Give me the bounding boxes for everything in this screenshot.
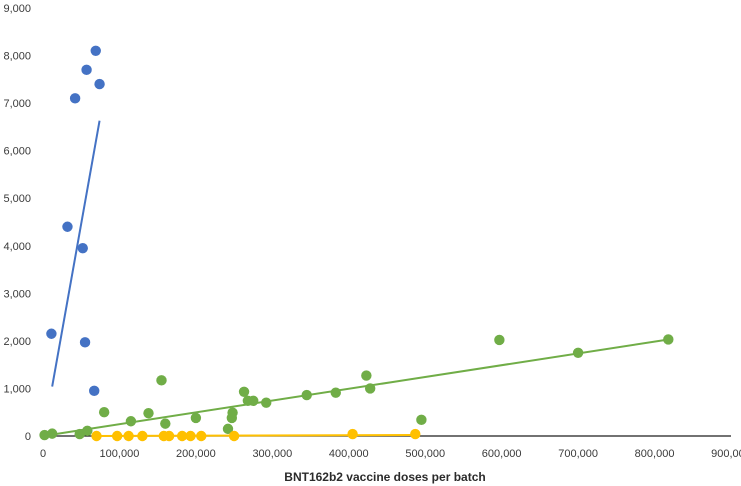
data-point xyxy=(663,334,674,345)
data-point xyxy=(301,389,312,401)
y-tick-label: 7,000 xyxy=(3,98,31,110)
data-point xyxy=(238,386,250,397)
data-point xyxy=(156,375,167,386)
data-point xyxy=(228,430,240,442)
y-axis-ticks: 0 1,000 2,000 3,000 4,000 5,000 6,000 7,000 8,00… xyxy=(3,3,31,443)
x-tick-label: 700,000 xyxy=(558,448,598,460)
y-tick-label: 1,000 xyxy=(3,383,31,395)
x-tick-label: 100,000 xyxy=(100,448,140,460)
trendline xyxy=(96,434,416,437)
y-tick-label: 3,000 xyxy=(3,288,31,300)
data-point xyxy=(77,242,88,254)
data-point xyxy=(416,414,427,426)
x-tick-label: 0 xyxy=(40,448,46,460)
data-point xyxy=(82,425,93,436)
x-tick-label: 600,000 xyxy=(482,448,522,460)
trendline xyxy=(42,338,669,437)
data-point xyxy=(227,407,238,418)
data-point xyxy=(46,428,58,439)
y-tick-label: 9,000 xyxy=(3,3,31,15)
y-tick-label: 4,000 xyxy=(3,241,31,253)
x-tick-label: 200,000 xyxy=(176,448,216,460)
x-axis-label: BNT162b2 vaccine doses per batch xyxy=(284,470,485,484)
x-axis-ticks: 0 100,000 200,000 300,000 400,000 500,000 600,… xyxy=(40,448,741,460)
trendlines xyxy=(42,120,669,437)
data-point xyxy=(62,221,73,232)
y-tick-label: 2,000 xyxy=(3,336,31,348)
data-point xyxy=(111,430,123,442)
data-point xyxy=(125,416,137,427)
data-point xyxy=(91,430,102,442)
data-point xyxy=(143,407,154,419)
data-point xyxy=(361,370,372,381)
data-point xyxy=(196,430,207,442)
data-point xyxy=(185,430,196,442)
data-point xyxy=(261,397,272,408)
data-point xyxy=(137,430,148,442)
y-tick-label: 0 xyxy=(25,431,31,443)
data-point xyxy=(90,45,101,56)
data-point xyxy=(176,430,188,442)
x-tick-label: 900,000 xyxy=(711,448,741,460)
data-point xyxy=(79,337,91,348)
data-point xyxy=(494,334,505,346)
data-point xyxy=(98,407,110,418)
data-point xyxy=(248,395,259,407)
data-point xyxy=(410,428,421,440)
data-point xyxy=(46,328,57,339)
data-point xyxy=(572,347,584,358)
data-point xyxy=(81,64,92,76)
data-point xyxy=(94,78,105,90)
data-point xyxy=(222,423,234,435)
data-points xyxy=(39,45,674,442)
trendline xyxy=(51,120,101,387)
x-tick-label: 800,000 xyxy=(635,448,675,460)
data-point xyxy=(89,385,100,397)
data-point xyxy=(163,430,175,442)
x-tick-label: 300,000 xyxy=(252,448,292,460)
x-tick-label: 500,000 xyxy=(405,448,445,460)
data-point xyxy=(69,93,81,104)
y-tick-label: 6,000 xyxy=(3,146,31,158)
data-point xyxy=(364,383,376,394)
data-point xyxy=(123,430,134,442)
y-tick-label: 8,000 xyxy=(3,51,31,63)
x-tick-label: 400,000 xyxy=(329,448,369,460)
data-point xyxy=(160,418,171,429)
y-tick-label: 5,000 xyxy=(3,193,31,205)
data-point xyxy=(347,428,358,440)
data-point xyxy=(330,387,341,398)
data-point xyxy=(190,412,202,424)
